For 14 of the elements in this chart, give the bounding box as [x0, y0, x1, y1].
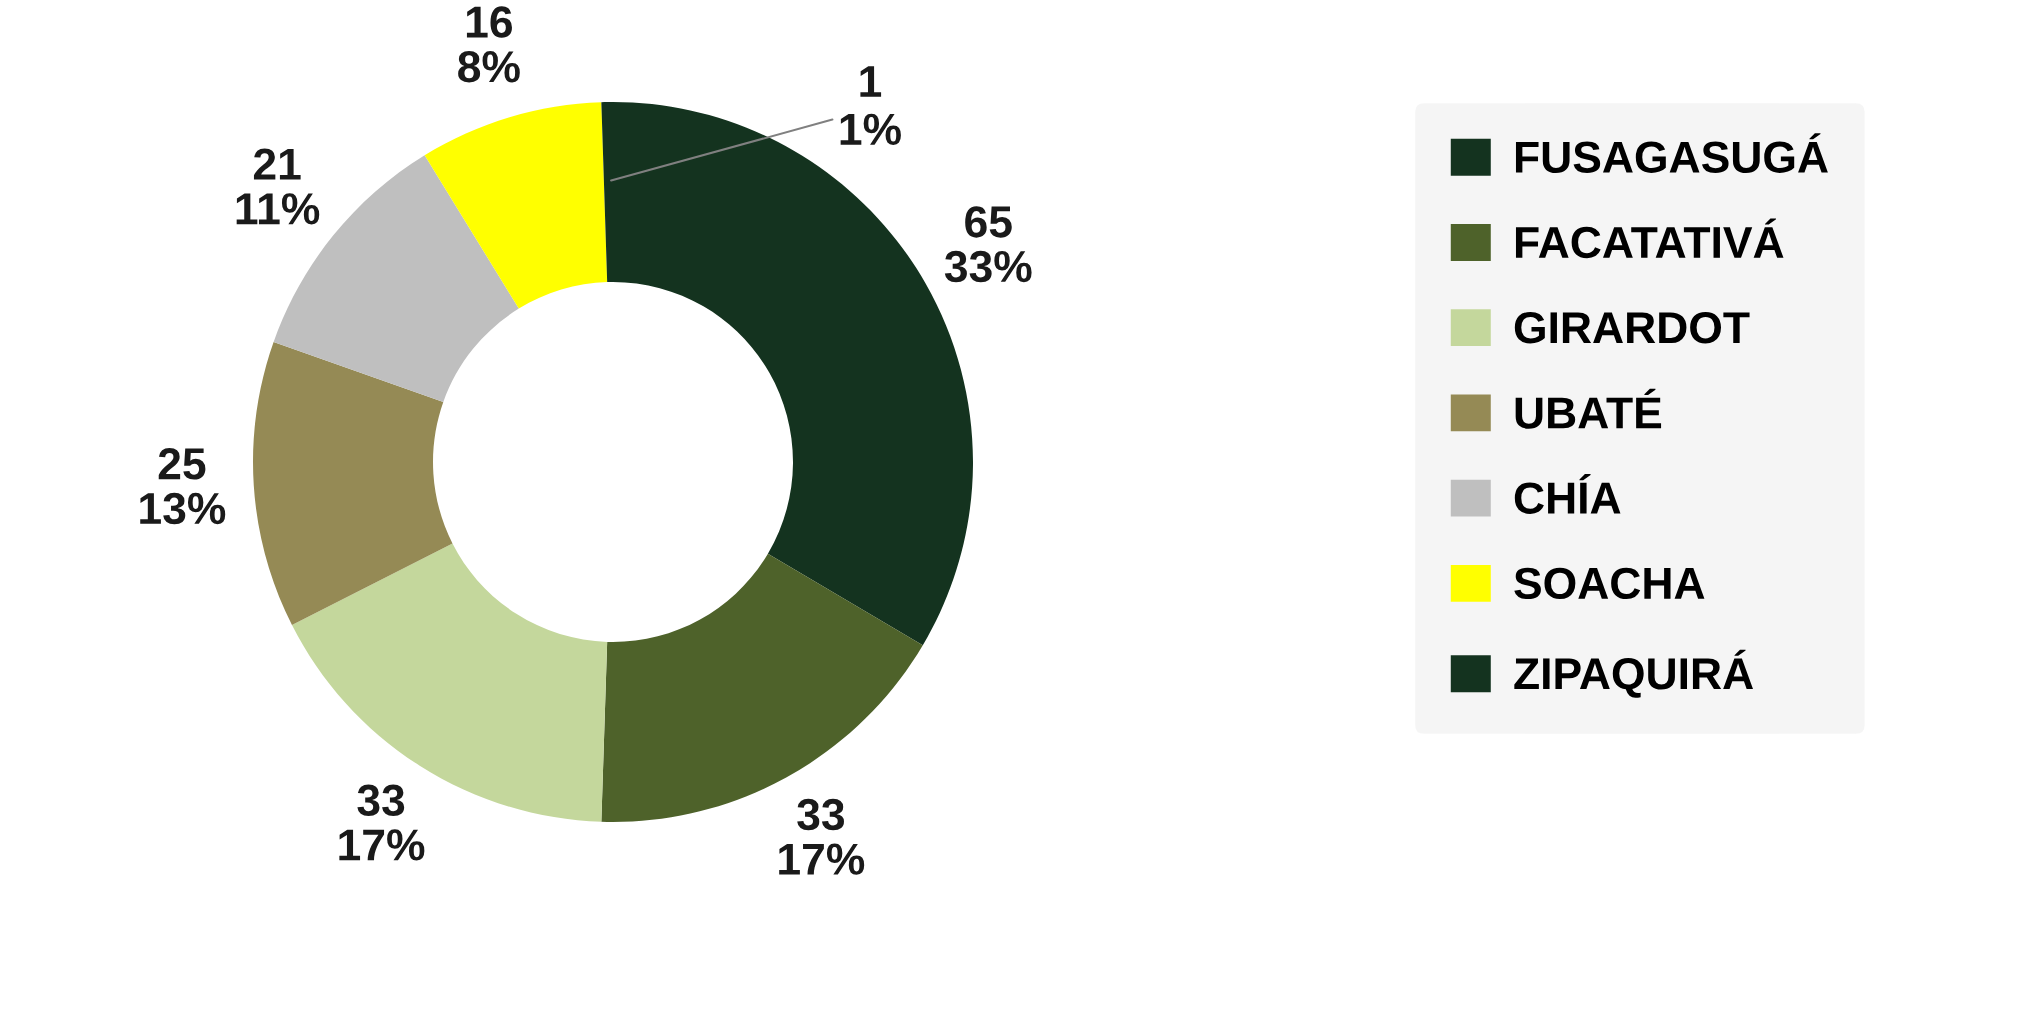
data-label: 33 17% [779, 798, 865, 875]
data-label: 21 11% [236, 148, 320, 225]
legend-label: SOACHA [1514, 567, 1705, 600]
legend-label: CHÍA [1514, 474, 1621, 514]
legend-label: UBATÉ [1515, 388, 1662, 429]
data-label: 33 17% [339, 784, 425, 861]
legend-label: FUSAGASUGÁ [1515, 133, 1828, 173]
legend-label: ZIPAQUIRÁ [1514, 649, 1753, 698]
data-label: 16 8% [458, 6, 520, 83]
data-label: 65 33% [944, 206, 1032, 283]
legend-label: GIRARDOT [1514, 311, 1750, 344]
data-label: 25 13% [140, 448, 226, 525]
legend-label: FACATATIVÁ [1515, 218, 1784, 259]
data-label: 1 1% [840, 66, 901, 146]
